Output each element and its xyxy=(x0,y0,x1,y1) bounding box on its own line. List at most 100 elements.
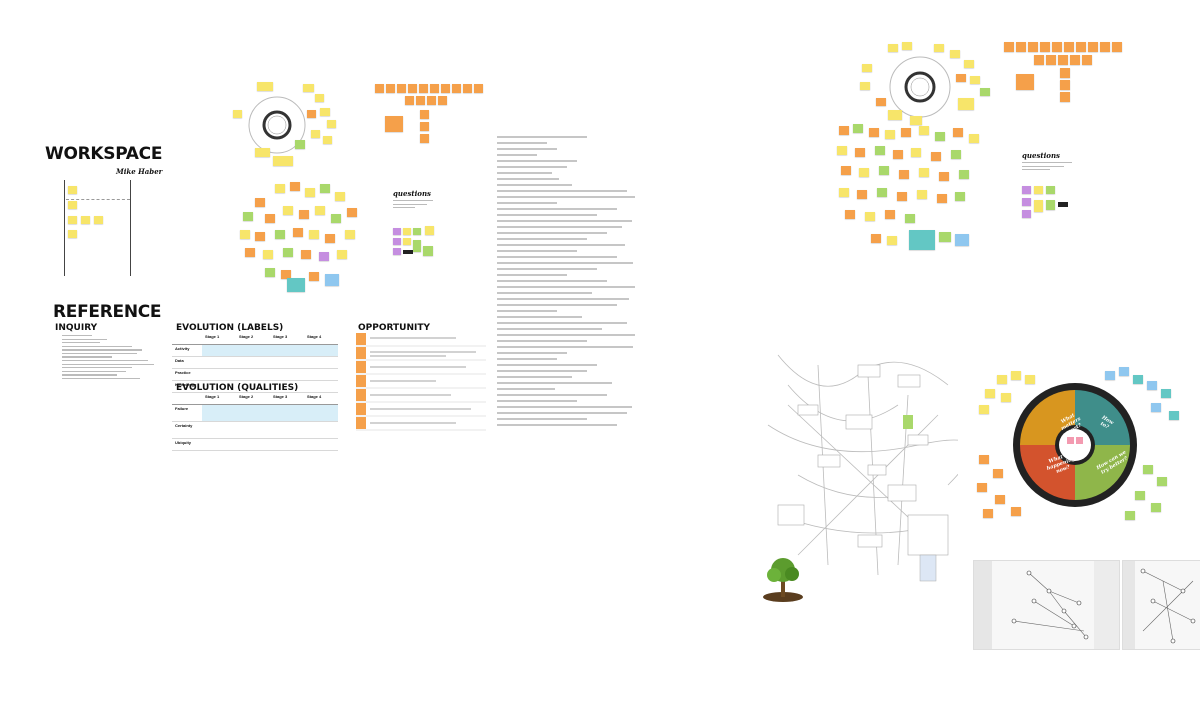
sticky-note[interactable] xyxy=(265,214,275,223)
sticky-note[interactable] xyxy=(408,84,417,93)
sticky-note[interactable] xyxy=(887,236,897,245)
sticky-note[interactable] xyxy=(1088,42,1098,52)
sticky-note[interactable] xyxy=(1119,367,1129,376)
sticky-note[interactable] xyxy=(1151,503,1161,512)
sticky-note[interactable] xyxy=(1058,55,1068,65)
sticky-note[interactable] xyxy=(893,150,903,159)
sticky-note[interactable] xyxy=(273,156,293,166)
sticky-note[interactable] xyxy=(1133,375,1143,384)
sticky-note[interactable] xyxy=(860,82,870,90)
sticky-cluster-board[interactable] xyxy=(235,180,370,295)
sticky-note[interactable] xyxy=(94,216,103,224)
sticky-note[interactable] xyxy=(1161,389,1171,398)
sticky-note[interactable] xyxy=(1052,42,1062,52)
sticky-note[interactable] xyxy=(937,194,947,203)
sticky-note[interactable] xyxy=(68,201,77,209)
sticky-note[interactable] xyxy=(899,170,909,179)
sticky-note[interactable] xyxy=(993,469,1003,478)
sticky-note[interactable] xyxy=(441,84,450,93)
sticky-note[interactable] xyxy=(1070,55,1080,65)
sticky-note[interactable] xyxy=(1169,411,1179,420)
sticky-note[interactable] xyxy=(263,250,273,259)
sticky-note[interactable] xyxy=(1034,200,1043,212)
sticky-note[interactable] xyxy=(1060,68,1070,78)
sticky-note[interactable] xyxy=(397,84,406,93)
sticky-note[interactable] xyxy=(853,124,863,133)
sticky-note[interactable] xyxy=(1028,42,1038,52)
sticky-note[interactable] xyxy=(463,84,472,93)
sticky-note[interactable] xyxy=(919,168,929,177)
sticky-note[interactable] xyxy=(416,96,425,105)
sticky-note[interactable] xyxy=(375,84,384,93)
sticky-note[interactable] xyxy=(1105,371,1115,380)
sticky-note[interactable] xyxy=(301,250,311,259)
sticky-note[interactable] xyxy=(865,212,875,221)
sticky-note[interactable] xyxy=(335,192,345,201)
sticky-note[interactable] xyxy=(305,188,315,197)
sticky-note[interactable] xyxy=(939,232,951,242)
sticky-note[interactable] xyxy=(474,84,483,93)
sticky-note[interactable] xyxy=(964,60,974,68)
sticky-note[interactable] xyxy=(315,206,325,215)
sticky-note[interactable] xyxy=(1046,55,1056,65)
sticky-note[interactable] xyxy=(983,509,993,518)
inquiry-list[interactable] xyxy=(62,335,162,382)
wheel-board[interactable] xyxy=(215,80,355,175)
sticky-note[interactable] xyxy=(1022,210,1031,218)
sticky-note[interactable] xyxy=(1022,186,1031,194)
sticky-note[interactable] xyxy=(955,234,969,246)
wheel-board-right[interactable] xyxy=(858,42,998,137)
sticky-note[interactable] xyxy=(997,375,1007,384)
sticky-note[interactable] xyxy=(958,98,974,110)
sticky-note[interactable] xyxy=(871,234,881,243)
sticky-note[interactable] xyxy=(1125,511,1135,520)
sticky-note[interactable] xyxy=(320,184,330,193)
sticky-note[interactable] xyxy=(1001,393,1011,402)
sticky-note[interactable] xyxy=(320,108,330,116)
sticky-note[interactable] xyxy=(307,110,316,118)
sticky-note[interactable] xyxy=(255,198,265,207)
sticky-note[interactable] xyxy=(888,110,902,120)
sticky-note[interactable] xyxy=(959,170,969,179)
sticky-note[interactable] xyxy=(885,210,895,219)
sticky-note[interactable] xyxy=(293,228,303,237)
sticky-note[interactable] xyxy=(955,192,965,201)
sticky-note[interactable] xyxy=(1011,371,1021,380)
sticky-note[interactable] xyxy=(977,483,987,492)
sticky-cluster-board-right[interactable] xyxy=(835,122,985,272)
sticky-note[interactable] xyxy=(233,110,242,118)
sticky-note[interactable] xyxy=(345,230,355,239)
sticky-note[interactable] xyxy=(452,84,461,93)
sticky-note[interactable] xyxy=(311,130,320,138)
sticky-note[interactable] xyxy=(995,495,1005,504)
sticky-note[interactable] xyxy=(325,274,339,286)
sticky-note[interactable] xyxy=(953,128,963,137)
sticky-note[interactable] xyxy=(985,389,995,398)
sticky-note[interactable] xyxy=(857,190,867,199)
sticky-note[interactable] xyxy=(862,64,872,72)
sticky-note[interactable] xyxy=(1060,92,1070,102)
sticky-note[interactable] xyxy=(303,84,314,92)
sticky-note[interactable] xyxy=(423,246,433,256)
sticky-note[interactable] xyxy=(979,405,989,414)
sticky-note[interactable] xyxy=(245,248,255,257)
sticky-note[interactable] xyxy=(309,230,319,239)
sticky-note[interactable] xyxy=(1025,375,1035,384)
sticky-note[interactable] xyxy=(68,230,77,238)
sticky-note[interactable] xyxy=(327,120,336,128)
sticky-note[interactable] xyxy=(290,182,300,191)
sticky-note[interactable] xyxy=(325,234,335,243)
network-diagram-board[interactable] xyxy=(758,345,973,605)
map-board[interactable] xyxy=(973,560,1120,650)
sticky-note[interactable] xyxy=(413,240,421,252)
sticky-note[interactable] xyxy=(935,132,945,141)
questions-board[interactable] xyxy=(393,200,443,270)
sticky-note[interactable] xyxy=(403,238,411,245)
sticky-note[interactable] xyxy=(255,148,270,157)
sticky-note[interactable] xyxy=(1004,42,1014,52)
sticky-note[interactable] xyxy=(1157,477,1167,486)
sticky-note[interactable] xyxy=(845,210,855,219)
sticky-note[interactable] xyxy=(1046,186,1055,194)
sticky-note[interactable] xyxy=(839,188,849,197)
sticky-note[interactable] xyxy=(265,268,275,277)
